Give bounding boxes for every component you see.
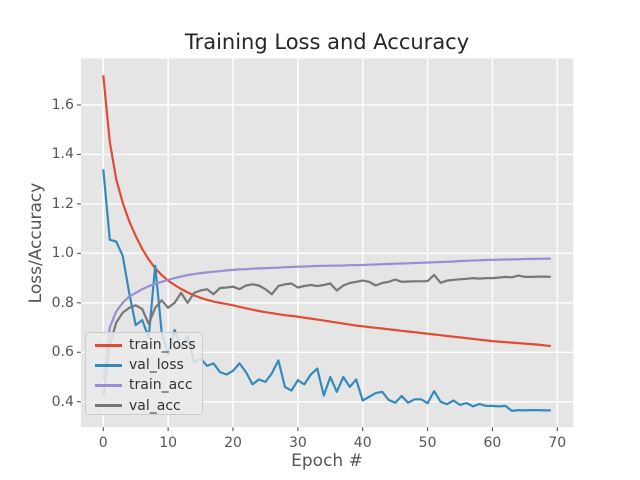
x-tick-label: 20 xyxy=(224,435,242,452)
legend-label: val_acc xyxy=(129,397,181,414)
train-loss-line-swatch xyxy=(95,343,122,347)
y-axis-label: Loss/Accuracy xyxy=(26,182,46,304)
chart-title: Training Loss and Accuracy xyxy=(184,30,470,54)
x-tick-label: 10 xyxy=(159,435,178,452)
x-axis-label: Epoch # xyxy=(291,451,363,471)
x-tick-label: 70 xyxy=(548,435,567,452)
x-tick-label: 30 xyxy=(288,435,307,452)
legend-item-val-loss: val_loss xyxy=(86,355,202,375)
legend: train_loss val_loss train_acc val_acc xyxy=(85,332,203,415)
legend-item-train-acc: train_acc xyxy=(86,375,202,395)
legend-item-val-acc: val_acc xyxy=(86,396,202,416)
y-tick-label: 1.2 xyxy=(51,195,74,212)
series-line-val_acc xyxy=(102,273,551,397)
val-acc-line-swatch xyxy=(95,404,122,408)
legend-label: val_loss xyxy=(129,357,184,374)
legend-label: train_loss xyxy=(129,337,196,354)
x-tick-label: 0 xyxy=(98,435,108,452)
y-tick-label: 1.6 xyxy=(51,96,74,113)
series-line-train_acc xyxy=(102,257,551,380)
series-line-train_loss xyxy=(102,75,551,348)
x-tick-label: 60 xyxy=(483,435,502,452)
y-tick-label: 0.6 xyxy=(51,344,74,361)
x-tick-label: 50 xyxy=(418,435,437,452)
x-tick-label: 40 xyxy=(353,435,372,452)
y-tick-label: 1.4 xyxy=(51,146,74,163)
legend-item-train-loss: train_loss xyxy=(86,335,202,355)
legend-label: train_acc xyxy=(129,377,193,394)
train-acc-line-swatch xyxy=(95,383,122,387)
y-tick-label: 1.0 xyxy=(51,245,74,262)
val-loss-line-swatch xyxy=(95,363,122,367)
y-tick-label: 0.8 xyxy=(51,294,74,311)
y-tick-label: 0.4 xyxy=(51,393,74,410)
